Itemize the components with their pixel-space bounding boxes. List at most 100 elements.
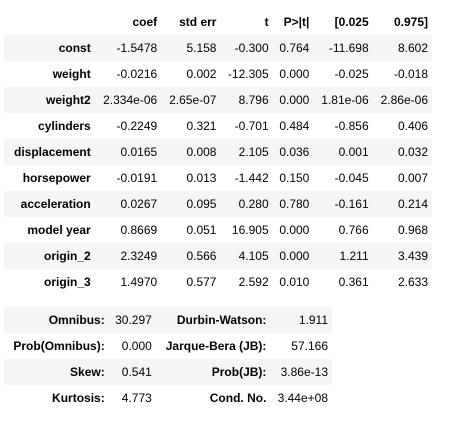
stat-value: 30.297 <box>115 313 152 327</box>
row-label: model year <box>27 223 91 237</box>
row-label: origin_3 <box>44 275 91 289</box>
t-stat-cell: -0.300 <box>234 41 269 55</box>
header-cell-std-err: std err <box>179 15 217 29</box>
coefficient-row: cylinders -0.2249 0.321 -0.701 0.484 -0.856 0.… <box>4 113 432 139</box>
coef-cell: -1.5478 <box>116 41 158 55</box>
coef-cell: -0.0191 <box>116 171 158 185</box>
ci-low-cell: 0.001 <box>338 145 369 159</box>
stat-label: Durbin-Watson: <box>176 313 267 327</box>
ci-high-cell: 8.602 <box>397 41 428 55</box>
t-stat-cell: 0.280 <box>238 197 269 211</box>
coef-cell: 0.0165 <box>120 145 158 159</box>
std-err-cell: 0.002 <box>186 67 217 81</box>
stat-value: 3.86e-13 <box>280 365 328 379</box>
row-label: weight <box>52 67 91 81</box>
header-cell-ci-high: 0.975] <box>393 15 428 29</box>
std-err-cell: 0.013 <box>186 171 217 185</box>
stat-label: Cond. No. <box>209 391 267 405</box>
ci-high-cell: 0.007 <box>397 171 428 185</box>
coef-cell: 0.8669 <box>120 223 158 237</box>
diagnostics-row: Prob(Omnibus): 0.000 Jarque-Bera (JB): 57.1… <box>4 333 332 359</box>
t-stat-cell: 4.105 <box>238 249 269 263</box>
diagnostics-table-body: Omnibus: 30.297 Durbin-Watson: 1.911 Prob(Om… <box>4 307 332 411</box>
t-stat-cell: 8.796 <box>238 93 269 107</box>
stat-label: Jarque-Bera (JB): <box>165 339 267 353</box>
row-label: displacement <box>14 145 91 159</box>
coefficient-row: acceleration 0.0267 0.095 0.280 0.780 -0.161 0… <box>4 191 432 217</box>
row-label: cylinders <box>38 119 91 133</box>
stat-label: Omnibus: <box>48 313 105 327</box>
ci-high-cell: 2.633 <box>397 275 428 289</box>
row-label: acceleration <box>20 197 91 211</box>
coefficient-row: origin_3 1.4970 0.577 2.592 0.010 0.361 2.633 <box>4 269 432 295</box>
p-value-cell: 0.000 <box>279 93 310 107</box>
std-err-cell: 2.65e-07 <box>169 93 217 107</box>
std-err-cell: 0.577 <box>186 275 217 289</box>
t-stat-cell: -12.305 <box>227 67 269 81</box>
std-err-cell: 0.321 <box>186 119 217 133</box>
stat-label: Skew: <box>70 365 105 379</box>
p-value-cell: 0.150 <box>279 171 310 185</box>
ci-high-cell: 0.406 <box>397 119 428 133</box>
coef-cell: 2.3249 <box>120 249 158 263</box>
p-value-cell: 0.484 <box>279 119 310 133</box>
diagnostics-row: Skew: 0.541 Prob(JB): 3.86e-13 <box>4 359 332 385</box>
p-value-cell: 0.764 <box>279 41 310 55</box>
ci-high-cell: 0.032 <box>397 145 428 159</box>
ci-low-cell: -0.856 <box>334 119 369 133</box>
std-err-cell: 0.051 <box>186 223 217 237</box>
row-label: origin_2 <box>44 249 91 263</box>
stat-label: Prob(Omnibus): <box>13 339 105 353</box>
stat-label: Prob(JB): <box>211 365 267 379</box>
coefficient-row: origin_2 2.3249 0.566 4.105 0.000 1.211 3.439 <box>4 243 432 269</box>
std-err-cell: 0.095 <box>186 197 217 211</box>
stat-value: 0.541 <box>121 365 152 379</box>
diagnostics-row: Omnibus: 30.297 Durbin-Watson: 1.911 <box>4 307 332 333</box>
coefficient-row: model year 0.8669 0.051 16.905 0.000 0.766 0.9… <box>4 217 432 243</box>
t-stat-cell: 2.592 <box>238 275 269 289</box>
coefficient-table: coef std err t P>|t| [0.025 0.975] const… <box>4 9 432 295</box>
ci-low-cell: -0.045 <box>334 171 369 185</box>
ci-high-cell: 0.214 <box>397 197 428 211</box>
coefficient-row: horsepower -0.0191 0.013 -1.442 0.150 -0.045 0… <box>4 165 432 191</box>
p-value-cell: 0.000 <box>279 249 310 263</box>
std-err-cell: 0.566 <box>186 249 217 263</box>
row-label: const <box>58 41 91 55</box>
diagnostics-row: Kurtosis: 4.773 Cond. No. 3.44e+08 <box>4 385 332 411</box>
t-stat-cell: 2.105 <box>238 145 269 159</box>
coefficient-row: displacement 0.0165 0.008 2.105 0.036 0.001 0.… <box>4 139 432 165</box>
p-value-cell: 0.010 <box>279 275 310 289</box>
p-value-cell: 0.000 <box>279 67 310 81</box>
ci-low-cell: -0.161 <box>334 197 369 211</box>
coef-cell: -0.2249 <box>116 119 158 133</box>
p-value-cell: 0.780 <box>279 197 310 211</box>
std-err-cell: 5.158 <box>186 41 217 55</box>
stat-label: Kurtosis: <box>52 391 105 405</box>
coefficient-table-body: const -1.5478 5.158 -0.300 0.764 -11.698 8.602… <box>4 35 432 295</box>
stat-value: 57.166 <box>291 339 328 353</box>
header-cell-blank <box>4 9 95 35</box>
stat-value: 1.911 <box>298 313 328 327</box>
p-value-cell: 0.036 <box>279 145 310 159</box>
t-stat-cell: 16.905 <box>231 223 269 237</box>
coef-cell: 2.334e-06 <box>103 93 158 107</box>
ci-low-cell: -0.025 <box>334 67 369 81</box>
ci-low-cell: -11.698 <box>328 41 369 55</box>
diagnostics-table: Omnibus: 30.297 Durbin-Watson: 1.911 Prob(Om… <box>4 307 332 411</box>
stat-value: 4.773 <box>121 391 152 405</box>
ci-high-cell: 3.439 <box>397 249 428 263</box>
std-err-cell: 0.008 <box>186 145 217 159</box>
p-value-cell: 0.000 <box>279 223 310 237</box>
coef-cell: -0.0216 <box>116 67 158 81</box>
coefficient-header-row: coef std err t P>|t| [0.025 0.975] <box>4 9 432 35</box>
ci-low-cell: 1.211 <box>339 249 369 263</box>
coefficient-row: const -1.5478 5.158 -0.300 0.764 -11.698 8.602 <box>4 35 432 61</box>
coef-cell: 0.0267 <box>120 197 158 211</box>
coefficient-row: weight2 2.334e-06 2.65e-07 8.796 0.000 1.81e-… <box>4 87 432 113</box>
ci-high-cell: -0.018 <box>393 67 428 81</box>
ci-low-cell: 0.361 <box>338 275 369 289</box>
t-stat-cell: -0.701 <box>234 119 269 133</box>
ci-high-cell: 2.86e-06 <box>380 93 428 107</box>
ci-high-cell: 0.968 <box>397 223 428 237</box>
coefficient-row: weight -0.0216 0.002 -12.305 0.000 -0.025 -0.0… <box>4 61 432 87</box>
